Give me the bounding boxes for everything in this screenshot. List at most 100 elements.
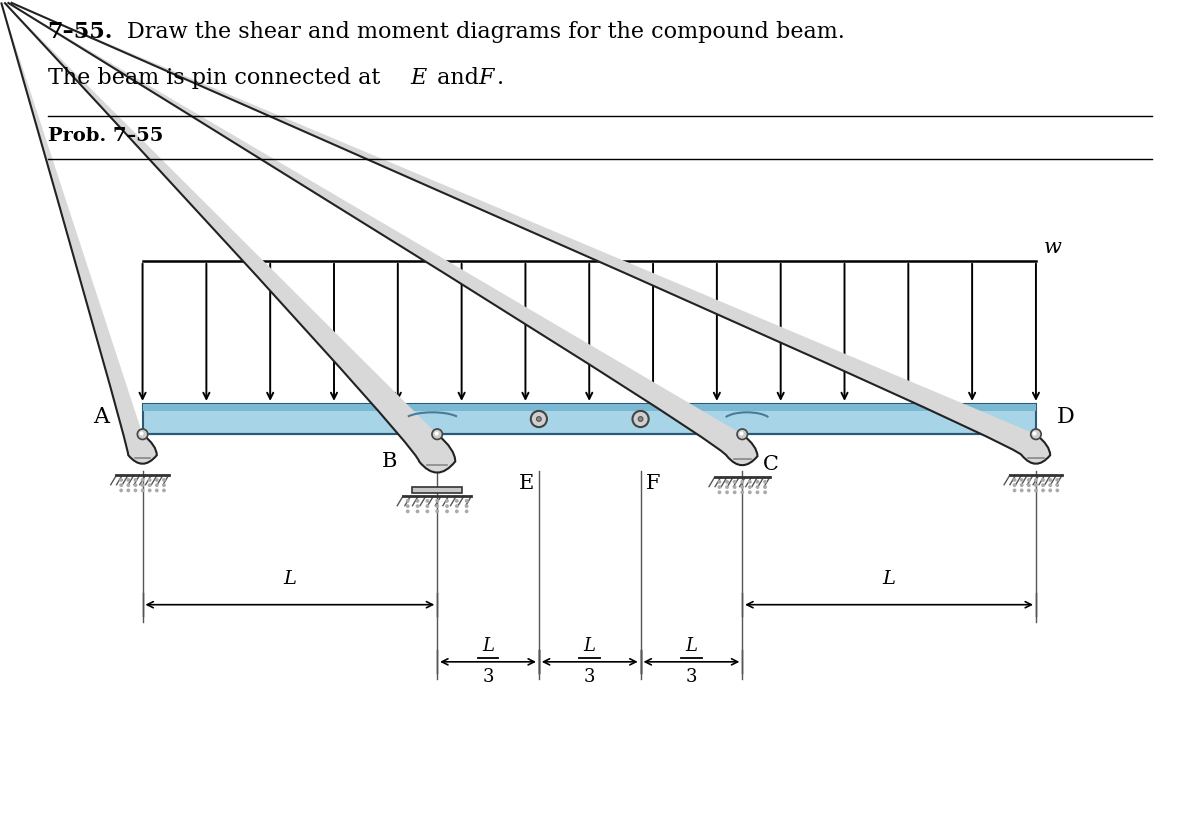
Circle shape xyxy=(1012,478,1017,482)
Circle shape xyxy=(435,499,440,503)
Circle shape xyxy=(1055,489,1060,492)
Circle shape xyxy=(1041,478,1045,482)
Text: 7–55.: 7–55. xyxy=(48,21,113,43)
Circle shape xyxy=(119,489,124,492)
Circle shape xyxy=(733,490,737,494)
Circle shape xyxy=(162,489,166,492)
Circle shape xyxy=(740,490,744,494)
Circle shape xyxy=(446,499,449,503)
Circle shape xyxy=(425,504,429,508)
Circle shape xyxy=(133,478,138,482)
Text: 3: 3 xyxy=(584,669,595,686)
Text: 3: 3 xyxy=(482,669,494,686)
Bar xyxy=(143,404,1036,434)
Text: L: L xyxy=(883,570,896,587)
Circle shape xyxy=(1034,484,1038,487)
Circle shape xyxy=(140,478,145,482)
Circle shape xyxy=(756,485,759,489)
Circle shape xyxy=(718,480,721,484)
Circle shape xyxy=(733,485,737,489)
Circle shape xyxy=(1041,484,1045,487)
Circle shape xyxy=(147,478,152,482)
Text: and: and xyxy=(430,67,486,89)
PathPatch shape xyxy=(1022,434,1050,463)
Text: The beam is pin connected at: The beam is pin connected at xyxy=(48,67,387,89)
Circle shape xyxy=(725,490,729,494)
Circle shape xyxy=(119,484,124,487)
Circle shape xyxy=(126,478,131,482)
Circle shape xyxy=(1019,478,1024,482)
Circle shape xyxy=(455,504,459,508)
Circle shape xyxy=(406,499,410,503)
Text: .: . xyxy=(497,67,504,89)
Circle shape xyxy=(1012,484,1017,487)
Circle shape xyxy=(1031,429,1041,439)
Circle shape xyxy=(465,510,468,513)
Circle shape xyxy=(455,510,459,513)
Circle shape xyxy=(465,499,468,503)
Text: L: L xyxy=(583,637,595,655)
Circle shape xyxy=(154,489,159,492)
Text: E: E xyxy=(519,474,535,494)
Circle shape xyxy=(1019,484,1024,487)
Text: w: w xyxy=(1043,238,1061,257)
Circle shape xyxy=(725,480,729,484)
Text: 3: 3 xyxy=(685,669,697,686)
Circle shape xyxy=(1055,484,1060,487)
Circle shape xyxy=(748,485,752,489)
Circle shape xyxy=(638,416,643,422)
Circle shape xyxy=(133,484,138,487)
Circle shape xyxy=(1048,484,1053,487)
Circle shape xyxy=(406,510,410,513)
Bar xyxy=(412,487,462,494)
Circle shape xyxy=(1055,478,1060,482)
Circle shape xyxy=(154,484,159,487)
Circle shape xyxy=(435,504,440,508)
Circle shape xyxy=(126,484,131,487)
Circle shape xyxy=(1041,489,1045,492)
Text: Prob. 7–55: Prob. 7–55 xyxy=(48,127,163,145)
Circle shape xyxy=(446,510,449,513)
Circle shape xyxy=(154,478,159,482)
Circle shape xyxy=(763,480,767,484)
Circle shape xyxy=(1026,478,1031,482)
Circle shape xyxy=(435,510,440,513)
Circle shape xyxy=(748,490,752,494)
Circle shape xyxy=(718,490,721,494)
Text: C: C xyxy=(763,455,779,474)
Circle shape xyxy=(416,504,419,508)
Circle shape xyxy=(763,485,767,489)
Bar xyxy=(143,404,1036,411)
Circle shape xyxy=(1026,484,1031,487)
Circle shape xyxy=(140,484,145,487)
Text: B: B xyxy=(381,453,397,471)
Circle shape xyxy=(1012,489,1017,492)
Circle shape xyxy=(632,411,649,427)
Circle shape xyxy=(425,510,429,513)
Circle shape xyxy=(406,504,410,508)
Circle shape xyxy=(1048,489,1053,492)
Circle shape xyxy=(763,490,767,494)
Circle shape xyxy=(126,489,131,492)
Circle shape xyxy=(740,480,744,484)
Text: L: L xyxy=(482,637,494,655)
Text: F: F xyxy=(479,67,494,89)
Circle shape xyxy=(455,499,459,503)
Circle shape xyxy=(1019,489,1024,492)
Circle shape xyxy=(425,499,429,503)
Text: E: E xyxy=(410,67,426,89)
Circle shape xyxy=(162,484,166,487)
Circle shape xyxy=(725,485,729,489)
Circle shape xyxy=(147,489,152,492)
PathPatch shape xyxy=(727,434,758,465)
PathPatch shape xyxy=(419,434,455,473)
Text: L: L xyxy=(685,637,697,655)
Circle shape xyxy=(748,480,752,484)
Circle shape xyxy=(133,489,138,492)
Circle shape xyxy=(531,411,546,427)
Circle shape xyxy=(756,480,759,484)
Circle shape xyxy=(1034,478,1038,482)
Circle shape xyxy=(537,416,542,422)
Circle shape xyxy=(416,499,419,503)
Circle shape xyxy=(733,480,737,484)
